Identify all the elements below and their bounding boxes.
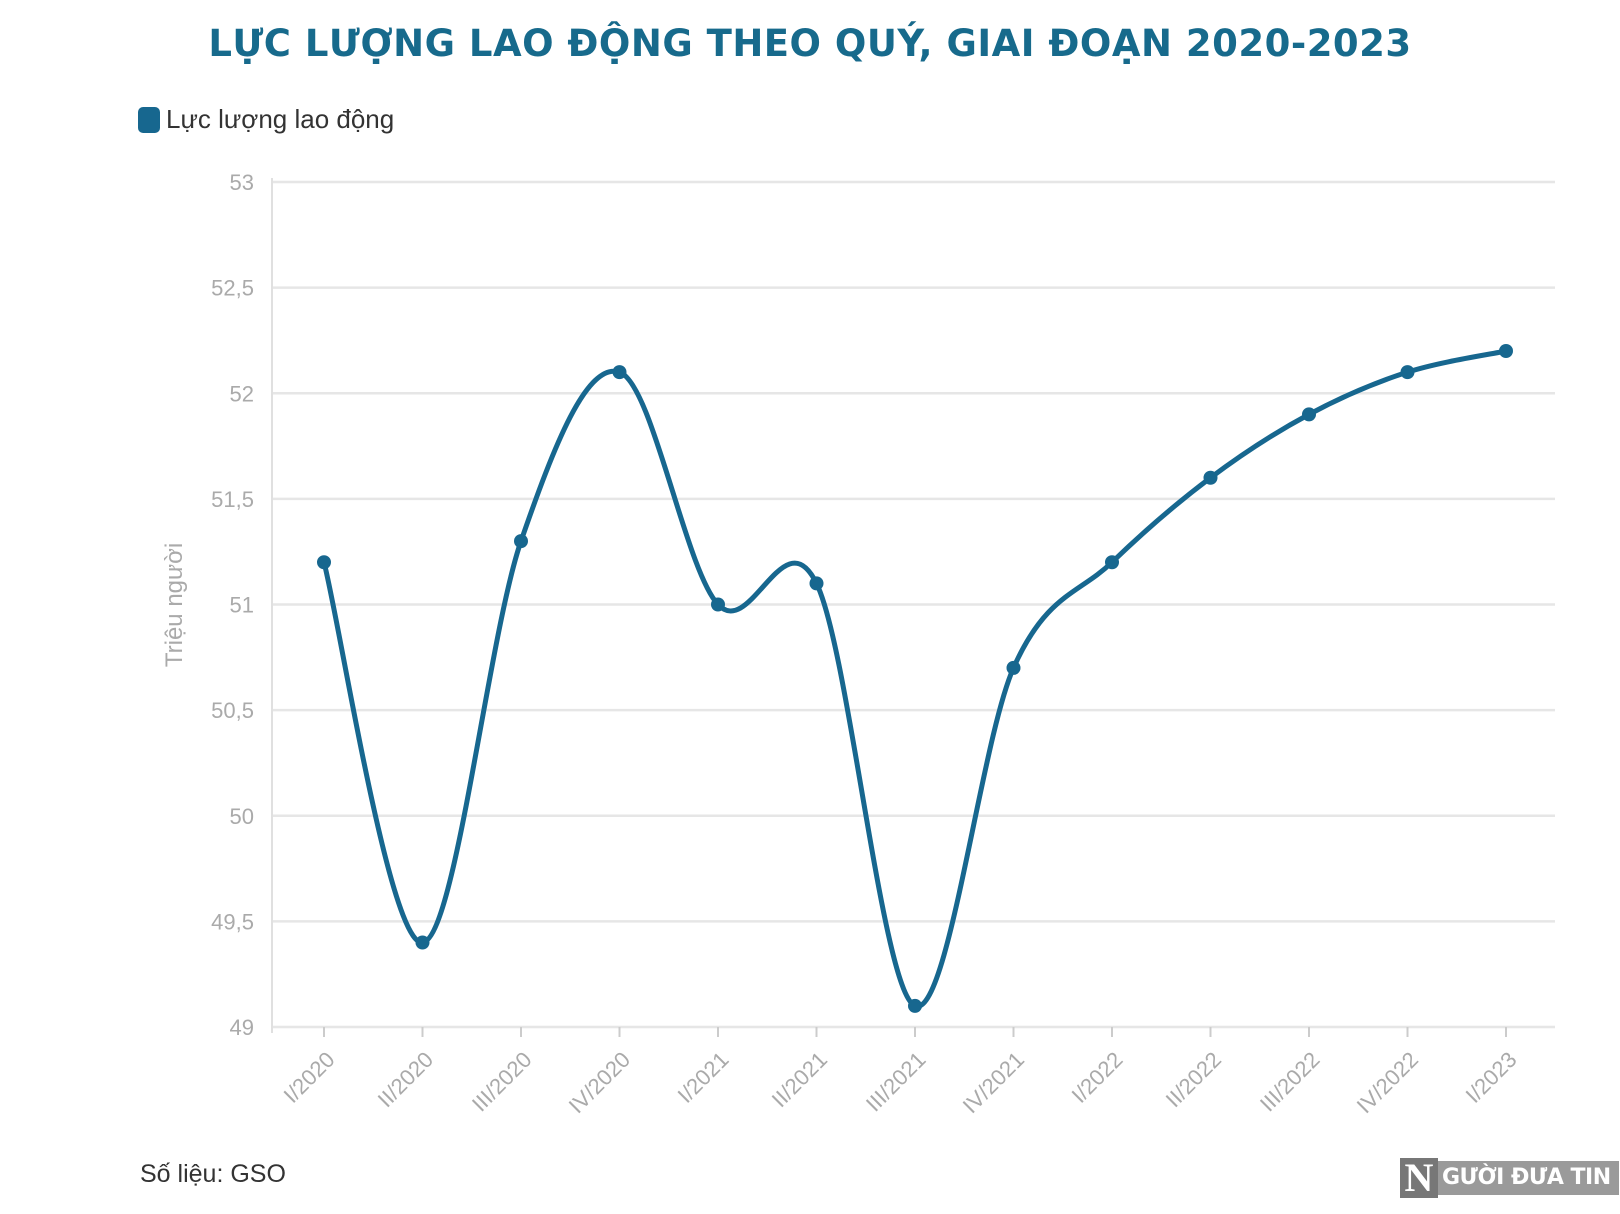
- data-point: [1499, 344, 1513, 358]
- data-points: [317, 344, 1513, 1013]
- x-tick-label: IV/2020: [564, 1047, 635, 1118]
- data-point: [1302, 407, 1316, 422]
- legend-swatch: [138, 106, 160, 133]
- publisher-logo: N GƯỜI ĐƯA TIN: [1400, 1158, 1619, 1198]
- logo-text: GƯỜI ĐƯA TIN: [1438, 1161, 1619, 1195]
- y-tick-label: 50,5: [211, 698, 254, 723]
- source-note: Số liệu: GSO: [140, 1160, 286, 1188]
- y-tick-label: 51,5: [211, 487, 254, 512]
- data-point: [612, 365, 627, 380]
- logo-mark: N: [1400, 1158, 1438, 1198]
- data-point: [1203, 470, 1218, 485]
- y-tick-label: 52,5: [211, 276, 254, 301]
- x-tick-label: II/2021: [767, 1047, 832, 1112]
- y-tick-label: 49,5: [211, 909, 254, 934]
- data-point: [514, 534, 528, 549]
- x-tick-label: II/2020: [373, 1047, 438, 1112]
- y-tick-label: 49: [230, 1015, 254, 1040]
- x-tick-labels: I/2020 II/2020 III/2020 IV/2020 I/2021 II/202…: [279, 1047, 1522, 1118]
- data-point: [1006, 660, 1021, 675]
- x-tick-label: II/2022: [1161, 1047, 1226, 1112]
- x-tick-label: III/2020: [467, 1047, 537, 1117]
- data-point: [415, 935, 430, 950]
- gridlines: [272, 180, 1555, 1029]
- axes: [271, 178, 1507, 1037]
- x-tick-label: IV/2022: [1352, 1047, 1423, 1118]
- y-axis-label: Triệu người: [161, 543, 188, 667]
- legend: Lực lượng lao động: [138, 104, 394, 135]
- legend-label: Lực lượng lao động: [166, 104, 395, 134]
- data-point: [809, 576, 824, 591]
- y-tick-labels: 49 49,5 50 50,5 51 51,5 52 52,5 53: [211, 170, 254, 1040]
- x-tick-label: III/2021: [861, 1047, 931, 1117]
- y-tick-label: 51: [230, 593, 254, 618]
- data-point: [317, 555, 331, 570]
- y-tick-label: 52: [230, 381, 254, 406]
- chart-title: LỰC LƯỢNG LAO ĐỘNG THEO QUÝ, GIAI ĐOẠN 2…: [208, 22, 1412, 65]
- y-tick-label: 50: [230, 804, 254, 829]
- series-line: [321, 348, 1509, 1009]
- data-point: [908, 998, 922, 1013]
- x-tick-label: I/2020: [279, 1047, 340, 1108]
- y-tick-label: 53: [230, 170, 254, 195]
- x-tick-label: IV/2021: [958, 1047, 1029, 1118]
- x-tick-label: III/2022: [1255, 1047, 1325, 1117]
- x-tick-label: I/2023: [1461, 1047, 1522, 1108]
- series-lines: [321, 348, 1509, 1009]
- data-point: [1400, 365, 1415, 380]
- x-tick-label: I/2021: [673, 1047, 734, 1108]
- data-point: [711, 597, 725, 612]
- x-tick-label: I/2022: [1067, 1047, 1128, 1108]
- data-point: [1105, 555, 1119, 570]
